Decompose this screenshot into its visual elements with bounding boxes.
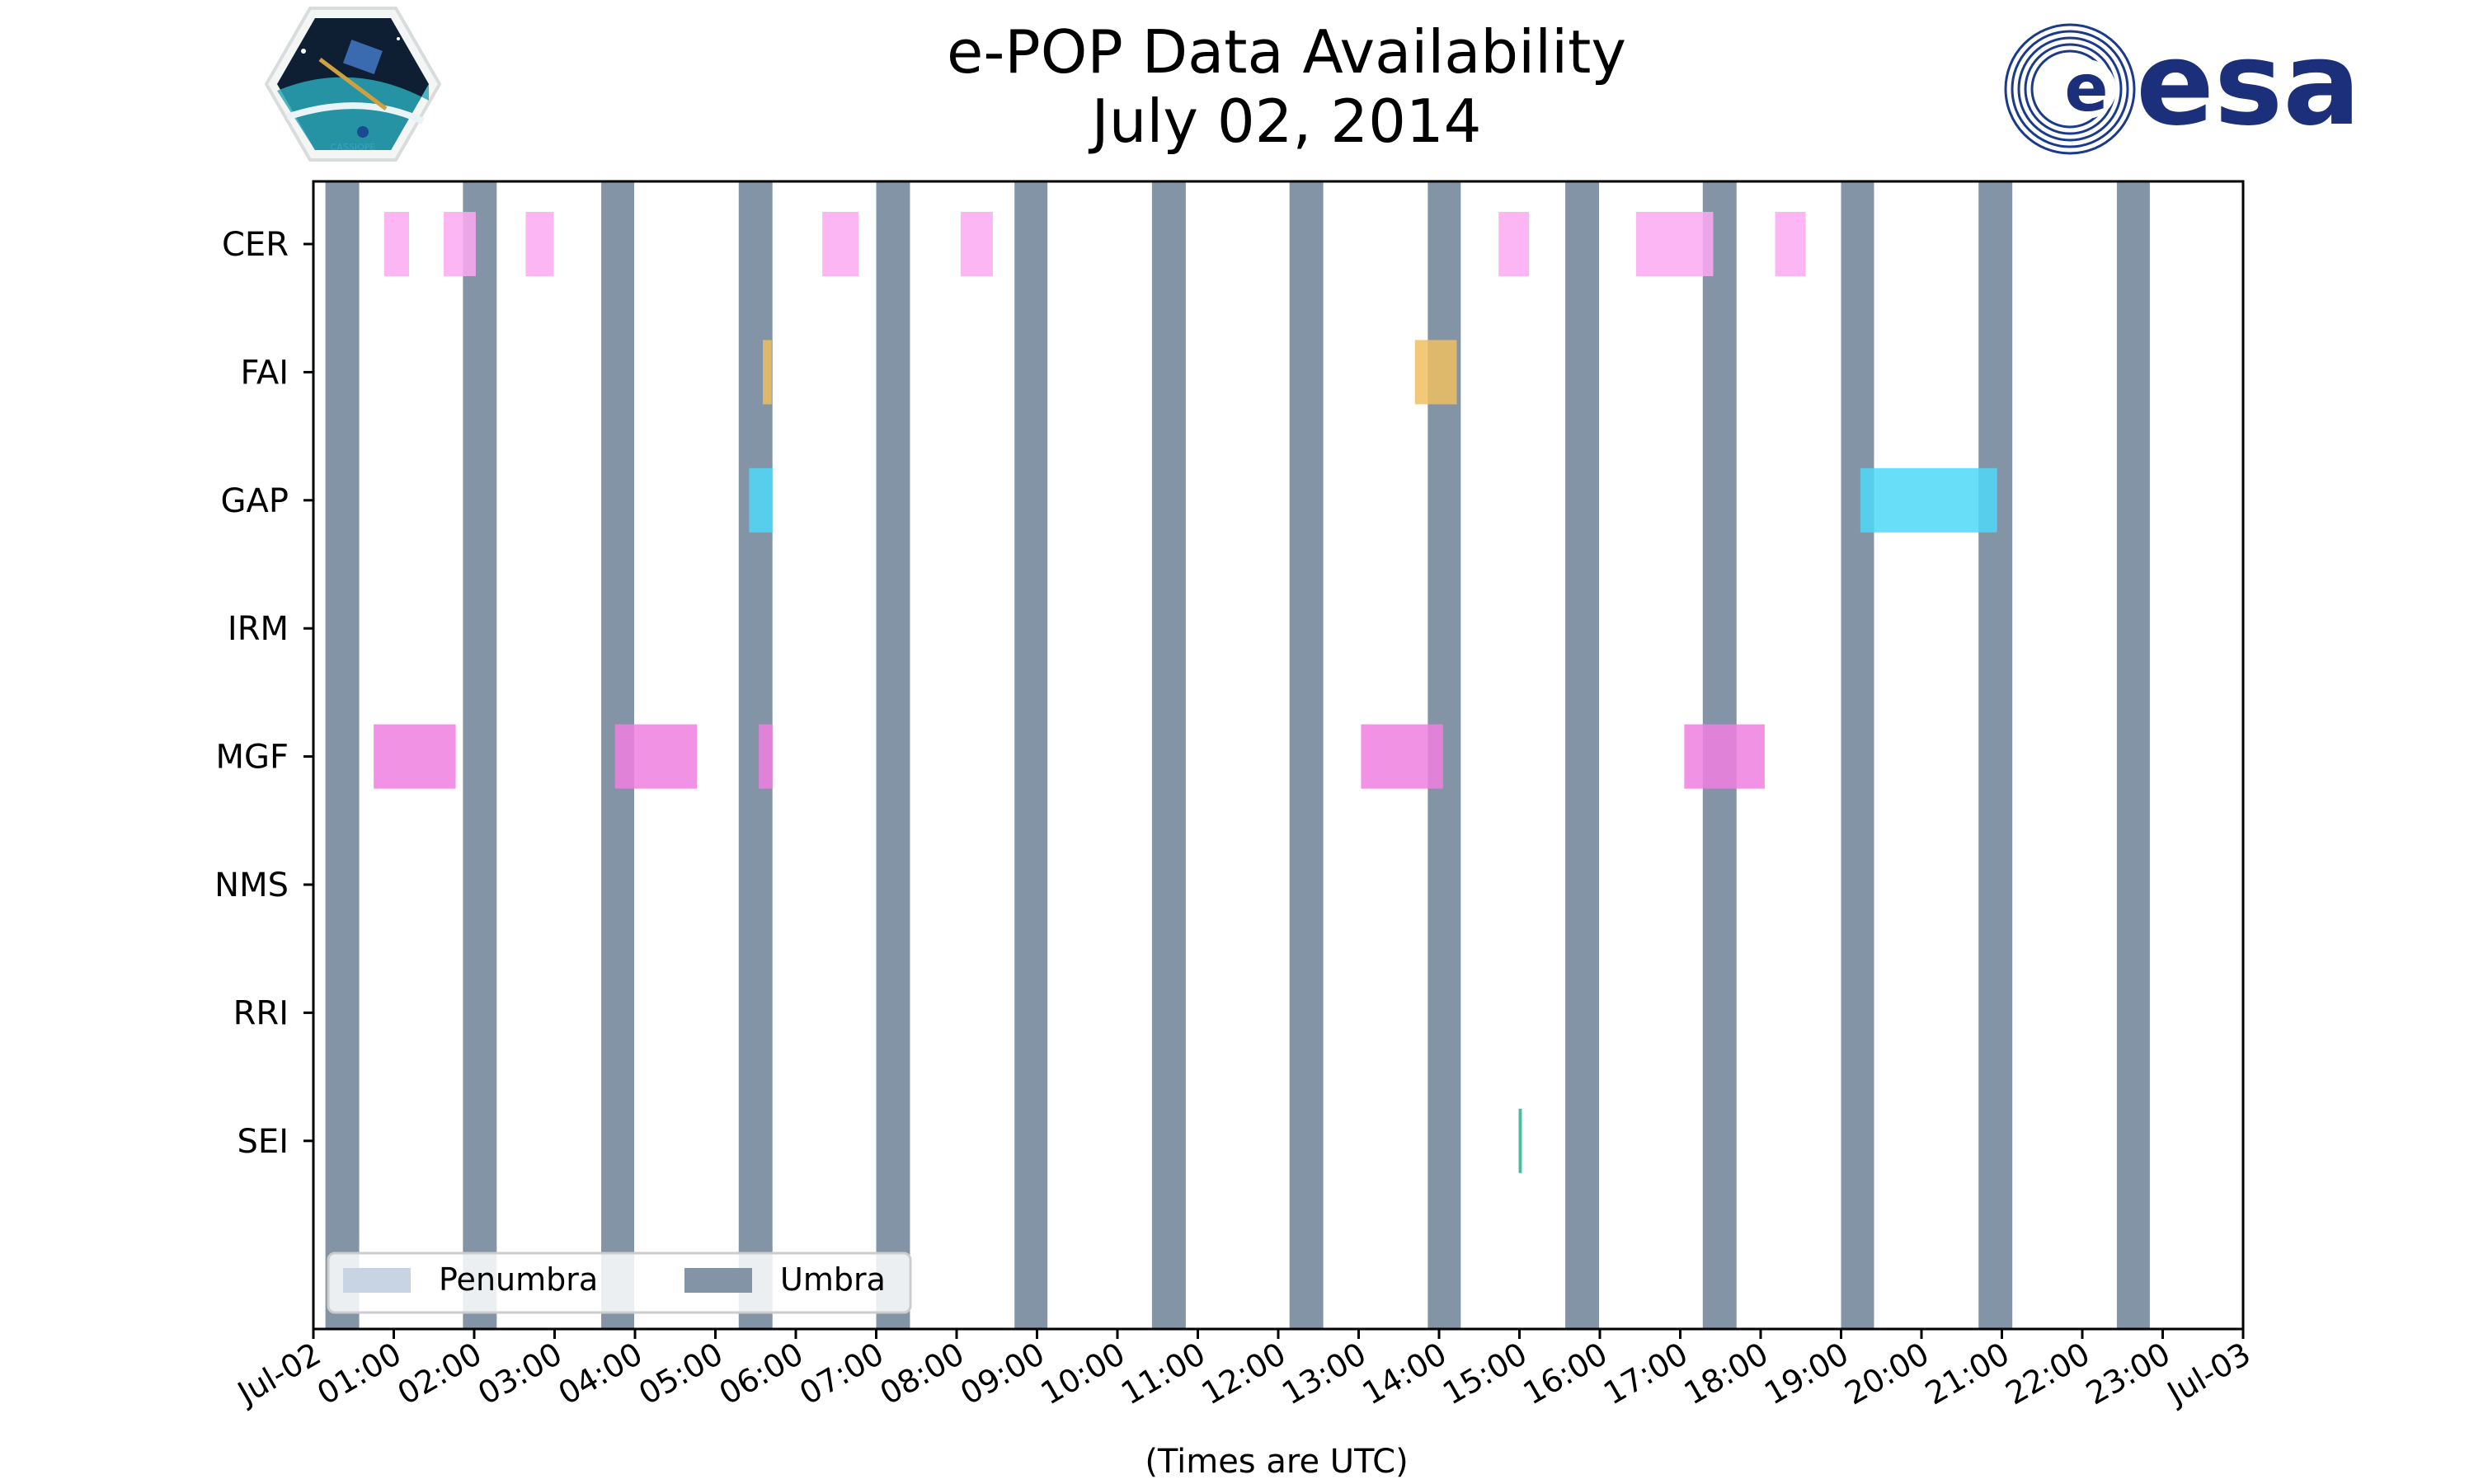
esa-swirl-icon: e [2004, 23, 2136, 155]
legend-swatch-umbra [684, 1268, 752, 1293]
y-tick-label-rri: RRI [233, 994, 289, 1032]
umbra-band [2116, 181, 2150, 1329]
bar-gap [1860, 467, 1997, 533]
bar-cer [383, 212, 410, 276]
bar-cer [1775, 212, 1806, 276]
y-axis: CER FAI GAP IRM MGF NMS RRI SEI [214, 226, 313, 1161]
x-tick-label: 11:00 [1115, 1336, 1211, 1412]
bar-cer [1635, 212, 1714, 276]
x-tick-label: 06:00 [713, 1336, 810, 1412]
legend: Penumbra Umbra [327, 1252, 912, 1314]
umbra-band [1978, 181, 2013, 1329]
bar-cer [822, 212, 859, 276]
x-tick-label: 22:00 [2000, 1336, 2096, 1412]
bar-cer [525, 212, 554, 276]
bar-mgf [374, 724, 456, 789]
plot-area: CER FAI GAP IRM MGF NMS RRI SEI Jul-0201:0002:0… [214, 180, 2257, 1412]
x-tick-label: 09:00 [954, 1336, 1051, 1412]
x-tick-label: 01:00 [311, 1336, 407, 1412]
umbra-band [876, 181, 910, 1329]
bar-mgf [1684, 724, 1765, 789]
svg-text:e: e [2065, 52, 2109, 126]
y-tick-label-irm: IRM [228, 610, 289, 648]
y-tick-label-fai: FAI [241, 354, 289, 392]
x-tick-label: 02:00 [392, 1336, 488, 1412]
legend-label-penumbra: Penumbra [439, 1261, 598, 1298]
x-tick-label: 13:00 [1276, 1336, 1372, 1412]
cassiope-logo: CASSIOPE [264, 7, 442, 162]
y-tick-label-mgf: MGF [215, 739, 289, 777]
x-tick-label: 21:00 [1919, 1336, 2015, 1412]
x-axis-label: (Times are UTC) [1145, 1443, 1408, 1481]
x-tick-label: 05:00 [633, 1336, 729, 1412]
x-tick-label: 12:00 [1196, 1336, 1292, 1412]
legend-label-umbra: Umbra [780, 1261, 886, 1298]
x-tick-label: 15:00 [1437, 1336, 1533, 1412]
bar-cer [960, 212, 993, 276]
bar-sei [1518, 1108, 1522, 1173]
x-tick-label: 08:00 [874, 1336, 971, 1412]
legend-box [327, 1252, 912, 1314]
umbra-band [1151, 181, 1186, 1329]
umbra-band [1014, 181, 1048, 1329]
x-tick-label: 07:00 [793, 1336, 890, 1412]
chart-title: e-POP Data Availability [947, 17, 1626, 87]
bar-cer [1498, 212, 1530, 276]
umbra-bands [325, 181, 2150, 1329]
x-tick-label: 04:00 [553, 1336, 649, 1412]
chart-subtitle: July 02, 2014 [1089, 87, 1482, 156]
bar-mgf [614, 724, 698, 789]
y-tick-label-sei: SEI [238, 1123, 289, 1161]
x-tick-label: 18:00 [1678, 1336, 1775, 1412]
cassiope-logo-text: CASSIOPE [331, 142, 376, 153]
y-tick-label-cer: CER [222, 226, 289, 264]
x-axis: Jul-0201:0002:0003:0004:0005:0006:0007:0… [230, 1329, 2257, 1412]
x-tick-label: 16:00 [1517, 1336, 1614, 1412]
x-tick-label: Jul-03 [2160, 1336, 2256, 1412]
bar-gap [749, 467, 773, 533]
x-tick-label: 17:00 [1597, 1336, 1694, 1412]
umbra-band [1289, 181, 1324, 1329]
x-tick-label: 23:00 [2080, 1336, 2176, 1412]
bar-mgf [759, 724, 773, 789]
x-tick-label: 14:00 [1357, 1336, 1453, 1412]
bar-fai [763, 340, 772, 405]
x-tick-label: 03:00 [472, 1336, 568, 1412]
esa-logo-text: esa [2136, 17, 2361, 152]
x-tick-label: 20:00 [1839, 1336, 1935, 1412]
esa-logo: e esa [2004, 17, 2361, 155]
data-series [374, 212, 1997, 1173]
y-tick-label-gap: GAP [221, 482, 289, 520]
y-tick-label-nms: NMS [214, 866, 289, 904]
x-tick-label: Jul-02 [230, 1336, 327, 1412]
x-tick-label: 10:00 [1035, 1336, 1131, 1412]
umbra-band [463, 181, 497, 1329]
bar-cer [443, 212, 476, 276]
x-tick-label: 19:00 [1758, 1336, 1855, 1412]
umbra-band [325, 181, 360, 1329]
legend-swatch-penumbra [343, 1268, 411, 1293]
bar-fai [1414, 340, 1457, 405]
bar-mgf [1361, 724, 1443, 789]
umbra-band [1841, 181, 1874, 1329]
umbra-band [1565, 181, 1600, 1329]
